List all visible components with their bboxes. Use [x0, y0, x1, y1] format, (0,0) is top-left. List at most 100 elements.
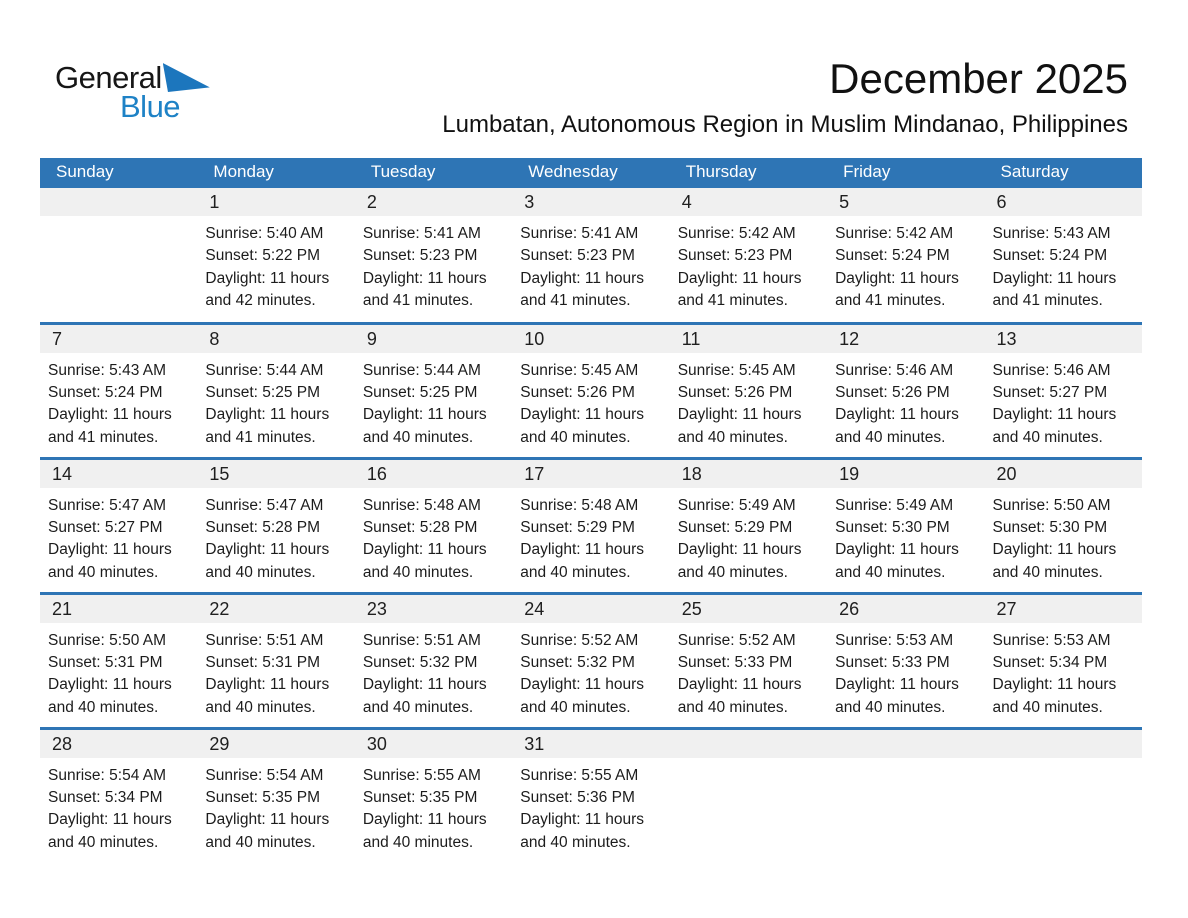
sun-info-line: Daylight: 11 hours — [48, 676, 172, 694]
day-number: 21 — [52, 598, 73, 619]
sun-info-line: and 40 minutes. — [520, 563, 631, 581]
sun-info-line: Sunset: 5:33 PM — [677, 653, 793, 671]
sun-info-line: Daylight: 11 hours — [520, 811, 645, 829]
sun-info-line: Sunset: 5:32 PM — [362, 653, 478, 671]
day-cell-body: Sunrise: 5:42 AM Sunset: 5:24 PM Daylight:… — [827, 216, 984, 313]
day-cell-body: Sunrise: 5:43 AM Sunset: 5:24 PM Daylight:… — [40, 353, 197, 450]
sun-info-line: Daylight: 11 hours — [205, 541, 330, 559]
sun-info-line: Daylight: 11 hours — [677, 541, 802, 559]
sun-info-line: Daylight: 11 hours — [677, 406, 802, 424]
day-number: 25 — [681, 598, 702, 619]
day-cell-body: Sunrise: 5:51 AM Sunset: 5:32 PM Daylight:… — [355, 623, 512, 720]
day-cell-body — [40, 216, 197, 223]
day-cell-body: Sunrise: 5:41 AM Sunset: 5:23 PM Daylight:… — [512, 216, 669, 313]
sun-info-line: Sunset: 5:30 PM — [992, 518, 1108, 536]
sun-info-line: and 40 minutes. — [835, 698, 946, 716]
sun-info-line: and 40 minutes. — [48, 833, 159, 851]
day-number: 22 — [209, 598, 230, 619]
sun-info-line: Daylight: 11 hours — [992, 676, 1117, 694]
day-cell-body: Sunrise: 5:50 AM Sunset: 5:31 PM Daylight:… — [40, 623, 197, 720]
sun-info-line: and 40 minutes. — [835, 428, 946, 446]
sun-info-line: Sunrise: 5:47 AM — [48, 496, 167, 514]
sun-info-line: Sunrise: 5:51 AM — [362, 631, 481, 649]
sun-info-line: Sunset: 5:24 PM — [835, 247, 950, 265]
weekday-header-thursday: Thursday — [669, 158, 828, 188]
sun-info-line: Sunrise: 5:41 AM — [362, 225, 481, 242]
sun-info-line: and 40 minutes. — [677, 563, 788, 581]
sun-info-line: Sunset: 5:26 PM — [520, 383, 635, 401]
sun-info-line: and 40 minutes. — [520, 833, 631, 851]
sun-info-line: Sunset: 5:27 PM — [992, 383, 1108, 401]
sun-info-line: Sunrise: 5:53 AM — [835, 631, 954, 649]
sun-info-line: Sunrise: 5:43 AM — [48, 361, 167, 379]
sun-info-line: Sunrise: 5:48 AM — [520, 496, 639, 514]
day-number-band — [40, 188, 198, 216]
day-number: 19 — [839, 463, 860, 484]
sun-info-line: Daylight: 11 hours — [362, 811, 487, 829]
sun-info-line: Sunrise: 5:55 AM — [520, 766, 639, 784]
day-cell-body: Sunrise: 5:44 AM Sunset: 5:25 PM Daylight:… — [197, 353, 354, 450]
sun-info-line: Daylight: 11 hours — [362, 269, 487, 287]
day-number-band: 18 — [669, 459, 828, 488]
sun-info-line: Daylight: 11 hours — [48, 541, 172, 559]
day-number: 23 — [366, 598, 387, 619]
day-number: 12 — [839, 328, 860, 349]
sun-info-line: Sunrise: 5:44 AM — [362, 361, 481, 379]
sun-info-line: Sunset: 5:36 PM — [520, 788, 635, 806]
sun-info-line: and 41 minutes. — [520, 292, 631, 310]
day-number-band — [827, 729, 985, 758]
sun-info-line: Sunset: 5:33 PM — [835, 653, 950, 671]
sun-info-line: Sunset: 5:23 PM — [362, 247, 478, 265]
day-cell-27: 27 Sunrise: 5:53 AM Sunset: 5:34 PM Dayligh… — [984, 593, 1142, 728]
sun-info-line: Sunrise: 5:51 AM — [205, 631, 324, 649]
day-number-band: 3 — [512, 188, 670, 216]
day-number-band: 17 — [512, 459, 670, 488]
sun-info-line: Sunset: 5:29 PM — [520, 518, 635, 536]
sun-info-line: Sunset: 5:32 PM — [520, 653, 635, 671]
sun-info-line: Sunrise: 5:44 AM — [205, 361, 324, 379]
day-cell-21: 21 Sunrise: 5:50 AM Sunset: 5:31 PM Dayligh… — [40, 593, 198, 728]
sun-info-line: Sunset: 5:25 PM — [205, 383, 321, 401]
day-cell-30: 30 Sunrise: 5:55 AM Sunset: 5:35 PM Dayligh… — [354, 728, 513, 863]
day-cell-5: 5 Sunrise: 5:42 AM Sunset: 5:24 PM Daylight… — [827, 188, 985, 323]
sun-info-line: and 40 minutes. — [205, 833, 316, 851]
day-number: 7 — [52, 328, 63, 349]
logo-word-general: General — [55, 60, 162, 95]
sun-info-line: Daylight: 11 hours — [835, 541, 959, 559]
day-cell-body — [827, 758, 984, 765]
day-number-band: 15 — [197, 459, 355, 488]
day-number-band: 24 — [512, 594, 670, 623]
day-number-band: 13 — [984, 324, 1142, 353]
day-cell-body: Sunrise: 5:55 AM Sunset: 5:36 PM Daylight:… — [512, 758, 669, 855]
sun-info-line: Daylight: 11 hours — [48, 811, 172, 829]
sun-info-line: Sunrise: 5:46 AM — [992, 361, 1111, 379]
weekday-header-friday: Friday — [827, 158, 985, 188]
sun-info-line: Sunrise: 5:54 AM — [48, 766, 167, 784]
week-row-3: 14 Sunrise: 5:47 AM Sunset: 5:27 PM Dayligh… — [40, 458, 1142, 593]
day-number-band: 11 — [669, 324, 828, 353]
day-number: 17 — [524, 463, 545, 484]
day-number: 2 — [366, 192, 377, 212]
day-number-band: 14 — [40, 459, 198, 488]
sun-info-line: Sunrise: 5:50 AM — [992, 496, 1111, 514]
day-cell-7: 7 Sunrise: 5:43 AM Sunset: 5:24 PM Daylight… — [40, 323, 198, 458]
day-cell-15: 15 Sunrise: 5:47 AM Sunset: 5:28 PM Dayligh… — [197, 458, 355, 593]
day-number: 8 — [209, 328, 220, 349]
day-number-band: 21 — [40, 594, 198, 623]
sun-info-line: Daylight: 11 hours — [205, 269, 330, 287]
day-number: 5 — [839, 192, 850, 212]
day-cell-26: 26 Sunrise: 5:53 AM Sunset: 5:33 PM Dayligh… — [827, 593, 985, 728]
day-cell-31: 31 Sunrise: 5:55 AM Sunset: 5:36 PM Dayligh… — [512, 728, 670, 863]
sun-info-line: and 40 minutes. — [362, 833, 474, 851]
day-number: 24 — [524, 598, 545, 619]
week-row-5: 28 Sunrise: 5:54 AM Sunset: 5:34 PM Dayligh… — [40, 728, 1142, 863]
sun-info-line: Sunset: 5:26 PM — [677, 383, 793, 401]
day-cell-9: 9 Sunrise: 5:44 AM Sunset: 5:25 PM Daylight… — [354, 323, 513, 458]
day-number-band: 27 — [984, 594, 1142, 623]
sun-info-line: Sunrise: 5:52 AM — [520, 631, 639, 649]
sun-info-line: and 41 minutes. — [992, 292, 1103, 310]
day-number: 3 — [524, 192, 535, 212]
sun-info-line: Daylight: 11 hours — [48, 406, 172, 424]
weekday-header-saturday: Saturday — [984, 158, 1142, 188]
sun-info-line: and 40 minutes. — [520, 698, 631, 716]
